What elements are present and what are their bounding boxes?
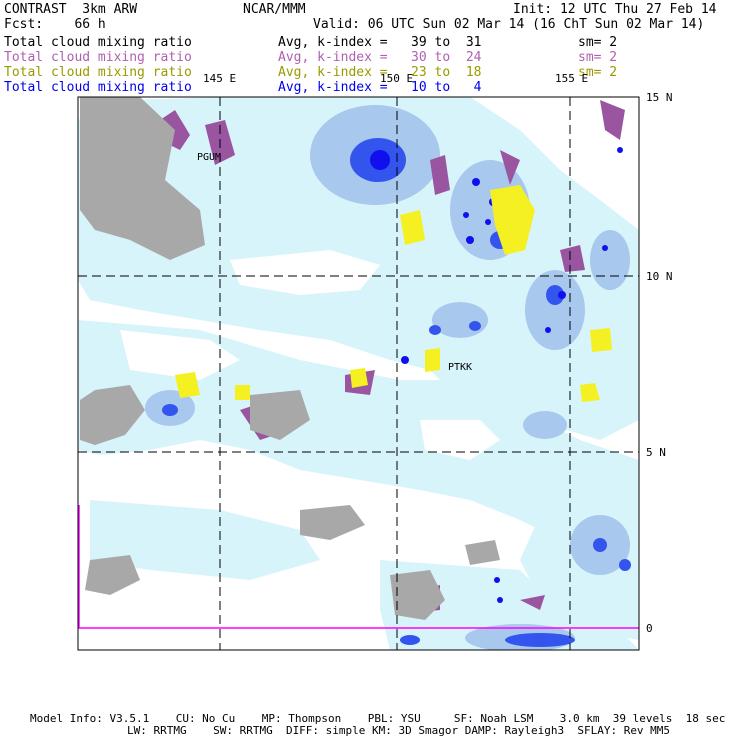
field-avg-3: Avg, k-index = 23 to 18 bbox=[278, 65, 482, 80]
field-avg-4: Avg, k-index = 10 to 4 bbox=[278, 80, 482, 95]
lat-label-5n: 5 N bbox=[646, 446, 666, 459]
field-label-1: Total cloud mixing ratio bbox=[4, 35, 192, 50]
land-areas bbox=[80, 97, 500, 620]
model-info-line1: Model Info: V3.5.1 CU: No Cu MP: Thompso… bbox=[30, 712, 726, 725]
station-ptkk: PTKK bbox=[448, 362, 473, 373]
lon-label-155: 155 E bbox=[555, 72, 589, 85]
lat-label-eq: 0 bbox=[646, 622, 653, 635]
model-info-line2: LW: RRTMG SW: RRTMG DIFF: simple KM: 3D … bbox=[127, 724, 671, 737]
clear-areas bbox=[80, 250, 500, 505]
station-pgum: PGUM bbox=[197, 152, 222, 163]
map-frame bbox=[77, 96, 640, 651]
field-label-4: Total cloud mixing ratio bbox=[4, 80, 192, 95]
yellow-cloud-areas bbox=[160, 185, 612, 402]
lat-label-15n: 15 N bbox=[646, 91, 673, 104]
lon-label-150: 150 E bbox=[380, 72, 414, 85]
lon-label-145: 145 E bbox=[203, 72, 237, 85]
organization: NCAR/MMM bbox=[243, 2, 306, 17]
field-sm-1: sm= 2 bbox=[578, 35, 618, 50]
field-sm-3: sm= 2 bbox=[578, 65, 618, 80]
lat-label-10n: 10 N bbox=[646, 270, 673, 283]
field-sm-2: sm= 2 bbox=[578, 50, 618, 65]
field-avg-1: Avg, k-index = 39 to 31 bbox=[278, 35, 482, 50]
init-time: Init: 12 UTC Thu 27 Feb 14 bbox=[513, 2, 717, 17]
field-avg-2: Avg, k-index = 30 to 24 bbox=[278, 50, 482, 65]
field-label-3: Total cloud mixing ratio bbox=[4, 65, 192, 80]
model-title: CONTRAST 3km ARW bbox=[4, 2, 138, 17]
field-label-2: Total cloud mixing ratio bbox=[4, 50, 192, 65]
forecast-hour: Fcst: 66 h bbox=[4, 17, 106, 32]
valid-time: Valid: 06 UTC Sun 02 Mar 14 (16 ChT Sun … bbox=[313, 17, 705, 32]
